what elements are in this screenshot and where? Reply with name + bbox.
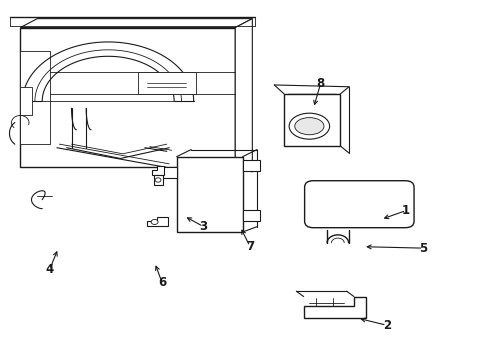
Ellipse shape xyxy=(295,118,324,135)
Polygon shape xyxy=(20,87,32,116)
Polygon shape xyxy=(152,166,164,175)
Circle shape xyxy=(155,178,161,182)
Ellipse shape xyxy=(289,113,330,139)
Text: 1: 1 xyxy=(402,204,410,217)
Polygon shape xyxy=(154,175,163,185)
Polygon shape xyxy=(243,160,260,171)
Text: 2: 2 xyxy=(383,319,391,332)
Text: 4: 4 xyxy=(46,263,54,276)
Polygon shape xyxy=(284,94,340,146)
Circle shape xyxy=(151,220,158,225)
Polygon shape xyxy=(176,157,243,232)
Polygon shape xyxy=(162,167,176,178)
Polygon shape xyxy=(20,19,252,28)
Polygon shape xyxy=(147,217,168,226)
FancyBboxPatch shape xyxy=(305,181,414,228)
Text: 6: 6 xyxy=(158,276,166,289)
Polygon shape xyxy=(304,297,366,318)
Text: 8: 8 xyxy=(317,77,325,90)
Polygon shape xyxy=(20,28,235,167)
Polygon shape xyxy=(235,19,252,172)
Polygon shape xyxy=(20,51,49,144)
Text: 3: 3 xyxy=(199,220,208,233)
Polygon shape xyxy=(138,72,196,94)
Text: 7: 7 xyxy=(246,240,254,253)
Text: 5: 5 xyxy=(419,242,427,255)
Polygon shape xyxy=(243,211,260,221)
